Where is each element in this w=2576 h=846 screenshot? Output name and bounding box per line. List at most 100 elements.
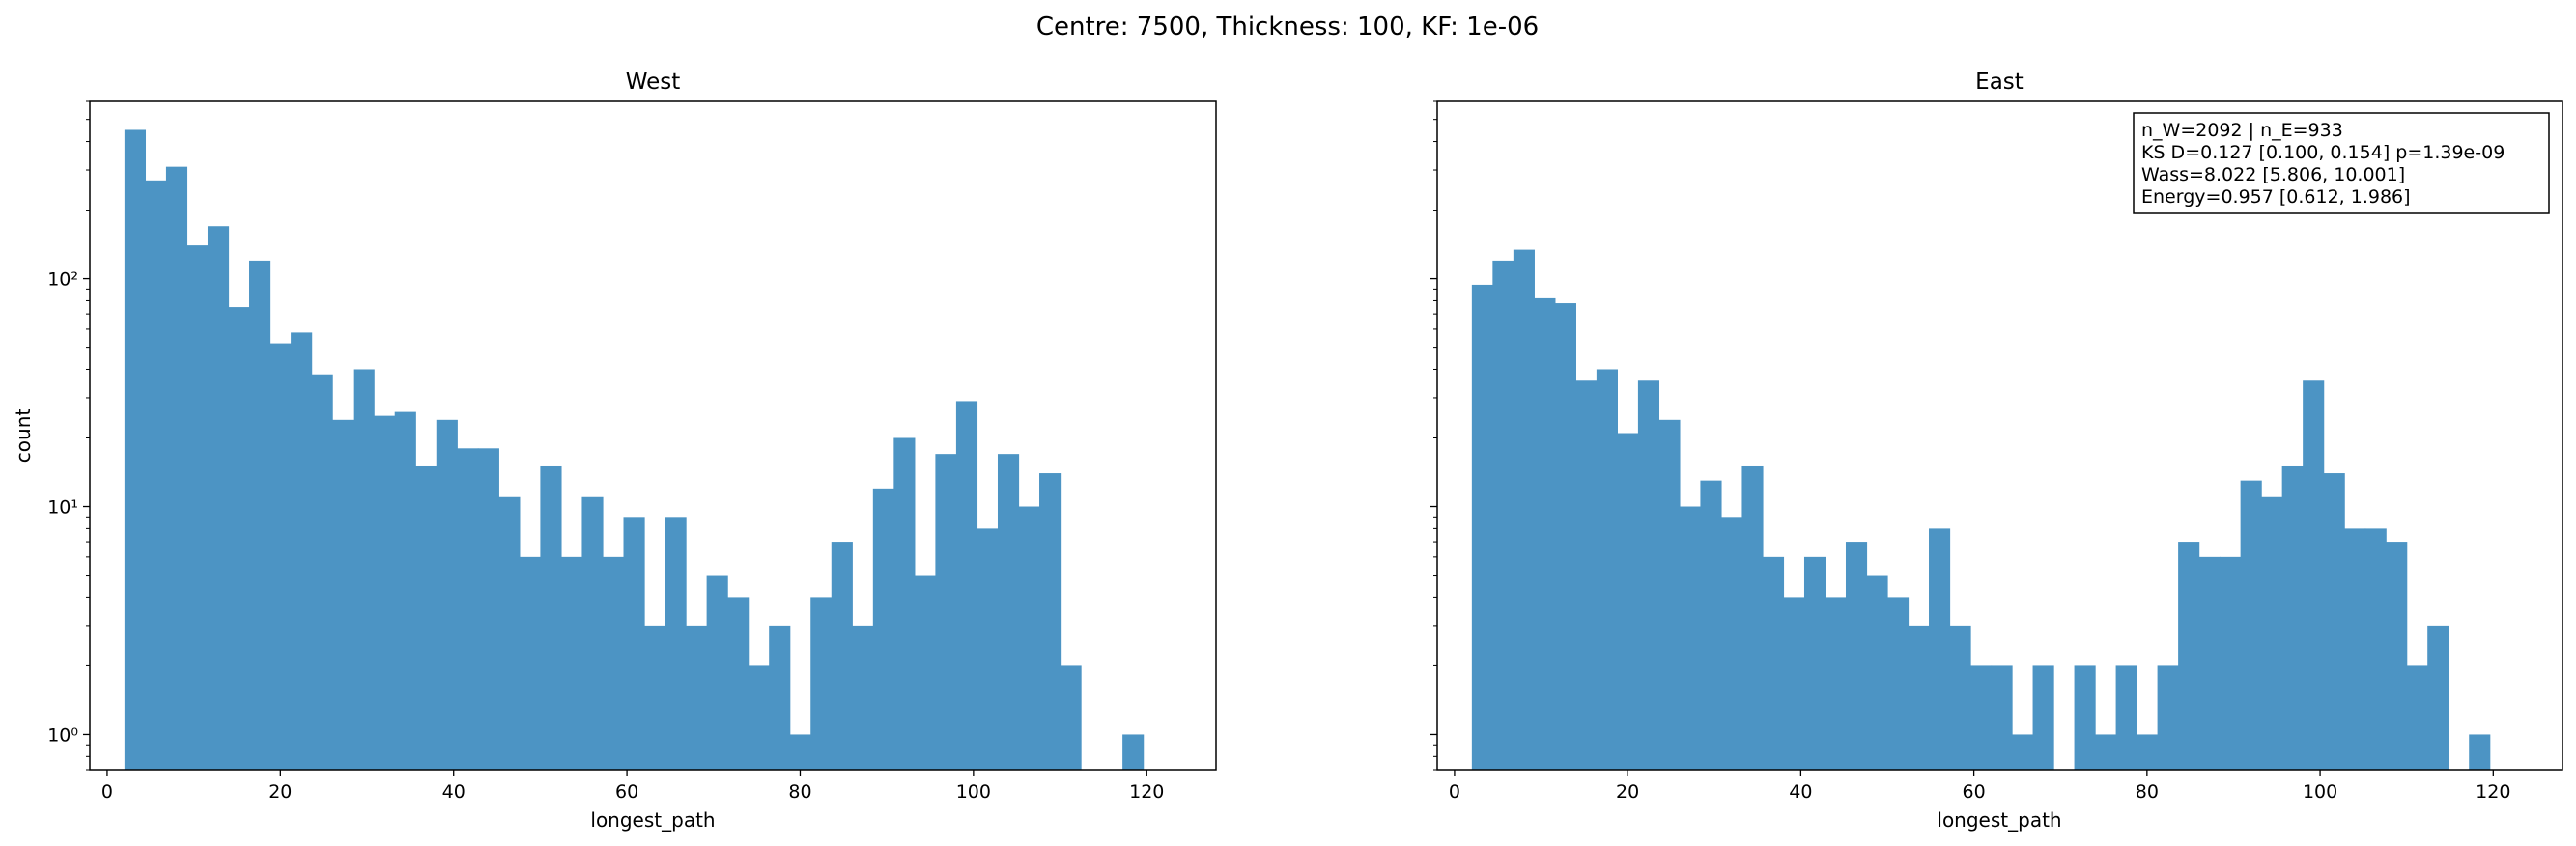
histogram-bar — [2406, 665, 2428, 770]
histogram-bar — [477, 448, 499, 770]
histogram-bar — [1534, 297, 1556, 770]
y-tick-label: 10² — [47, 269, 78, 291]
histogram-bar — [2386, 542, 2408, 770]
histogram-bar — [893, 437, 916, 770]
x-tick-label: 20 — [269, 781, 292, 803]
histogram-bar — [1122, 734, 1145, 770]
panel-west-y-label: count — [12, 409, 35, 464]
histogram-bar — [852, 625, 874, 770]
histogram-bar — [1908, 625, 1930, 770]
histogram-bar — [394, 411, 416, 770]
histogram-bar — [935, 454, 957, 770]
x-tick-label: 60 — [615, 781, 638, 803]
histogram-bar — [1679, 506, 1702, 770]
x-tick-label: 80 — [788, 781, 811, 803]
histogram-bar — [374, 415, 396, 770]
histogram-bar — [914, 575, 936, 770]
histogram-bar — [124, 129, 147, 771]
panel-east-x-ticks: 0 20 40 60 80 100 120 — [1449, 770, 2510, 803]
histogram-bar — [1554, 303, 1576, 770]
histogram-bar — [1783, 597, 1805, 770]
histogram-bar — [977, 528, 999, 770]
histogram-bar — [1700, 480, 1722, 770]
panel-east-y-ticks — [1430, 100, 1437, 771]
histogram-bar — [1617, 433, 1639, 770]
histogram-bar — [353, 369, 375, 770]
panel-west-bars — [124, 129, 1145, 771]
panel-west-title: West — [626, 70, 681, 95]
histogram-bar — [831, 542, 853, 770]
panel-west-y-ticks: 10⁰ 10¹ 10² — [47, 100, 90, 771]
histogram-bar — [581, 496, 604, 770]
panel-west-x-ticks: 0 20 40 60 80 100 120 — [101, 770, 1164, 803]
stats-box-frame — [2133, 112, 2550, 214]
x-tick-label: 120 — [2476, 781, 2510, 803]
x-tick-label: 40 — [1789, 781, 1812, 803]
histogram-bar — [165, 166, 188, 770]
histogram-bar — [686, 625, 708, 770]
histogram-bar — [2178, 542, 2200, 770]
histogram-bar — [602, 556, 625, 770]
panel-west-frame — [89, 100, 1217, 771]
histogram-bar — [332, 419, 354, 770]
histogram-bar — [2364, 528, 2387, 770]
histogram-bar — [540, 465, 562, 770]
histogram-bar — [1060, 665, 1082, 770]
stats-box-line: n_W=2092 | n_E=933 — [2141, 120, 2343, 141]
histogram-bar — [706, 575, 728, 770]
figure-suptitle: Centre: 7500, Thickness: 100, KF: 1e-06 — [1036, 13, 1539, 42]
x-tick-label: 80 — [2136, 781, 2159, 803]
histogram-bar — [1018, 506, 1040, 770]
histogram-bar — [519, 556, 541, 770]
histogram-bar — [207, 226, 230, 771]
x-tick-label: 40 — [442, 781, 466, 803]
histogram-bar — [1845, 542, 1868, 770]
histogram-bar — [2344, 528, 2366, 770]
stats-box-line: KS D=0.127 [0.100, 0.154] p=1.39e-09 — [2141, 142, 2505, 163]
x-tick-label: 120 — [1129, 781, 1164, 803]
histogram-bar — [665, 517, 687, 770]
histogram-bar — [186, 245, 209, 771]
y-tick-label: 10⁰ — [47, 724, 78, 746]
histogram-bar — [457, 448, 479, 770]
histogram-bar — [769, 625, 791, 770]
histogram-bar — [748, 665, 770, 770]
histogram-bar — [1575, 380, 1598, 770]
histogram-bar — [955, 401, 978, 770]
panel-east-title: East — [1975, 70, 2024, 95]
histogram-bar — [2115, 665, 2137, 770]
histogram-bar — [1803, 556, 1826, 770]
histogram-bar — [1039, 473, 1062, 770]
histogram-bar — [1991, 665, 2013, 770]
x-tick-label: 100 — [956, 781, 991, 803]
x-tick-label: 60 — [1963, 781, 1986, 803]
histogram-bar — [644, 625, 666, 770]
histogram-bar — [789, 734, 811, 770]
panel-west: West 0 20 40 60 80 100 120 10⁰ 10¹ 10² longest_p… — [12, 70, 1217, 832]
histogram-bar — [2303, 380, 2325, 770]
histogram-bar — [1825, 597, 1847, 770]
histogram-bar — [1658, 419, 1681, 770]
y-tick-label: 10¹ — [47, 497, 78, 519]
x-tick-label: 100 — [2303, 781, 2337, 803]
histogram-bar — [2427, 625, 2449, 770]
histogram-bar — [2074, 665, 2096, 770]
x-tick-label: 0 — [1449, 781, 1460, 803]
histogram-bar — [810, 597, 833, 770]
histogram-bar — [2323, 473, 2345, 770]
x-tick-label: 20 — [1616, 781, 1639, 803]
histogram-bar — [1970, 665, 1993, 770]
histogram-bar — [291, 332, 313, 770]
histogram-bar — [2157, 665, 2179, 770]
histogram-bar — [2240, 480, 2262, 770]
histogram-bar — [1720, 517, 1743, 770]
histogram-bar — [311, 374, 333, 770]
histogram-bar — [1596, 369, 1618, 770]
histogram-bar — [2032, 665, 2054, 770]
histogram-bar — [1762, 556, 1785, 770]
histogram-bar — [228, 307, 250, 770]
panel-west-x-label: longest_path — [590, 808, 715, 832]
histogram-bar — [1929, 528, 1951, 770]
histogram-bar — [436, 419, 458, 770]
stats-box-line: Energy=0.957 [0.612, 1.986] — [2141, 186, 2411, 208]
